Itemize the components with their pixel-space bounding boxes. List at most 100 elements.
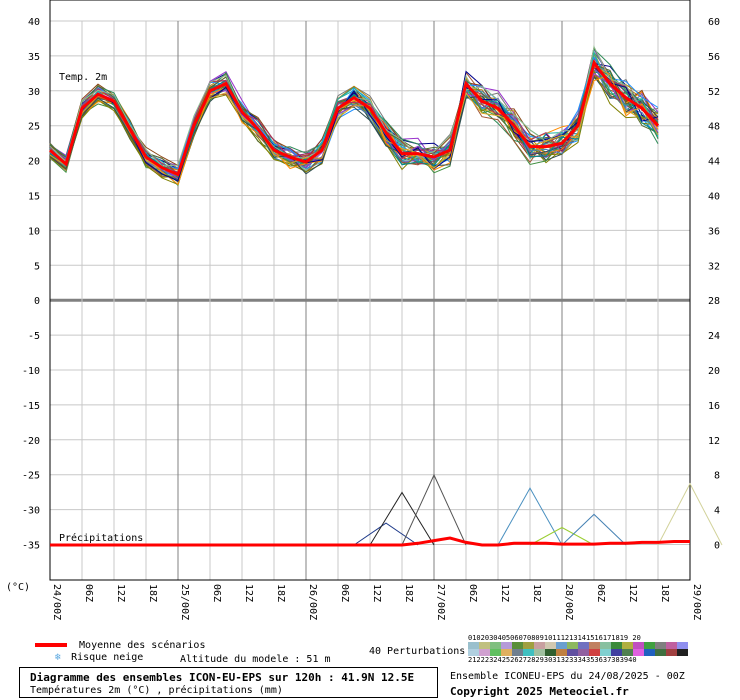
pert-swatch	[611, 649, 622, 656]
precip-spike	[401, 473, 467, 546]
x-tick-label: 28/00Z	[563, 584, 574, 620]
y-tick-label-left: -5	[28, 331, 40, 342]
member-line	[49, 61, 659, 181]
pert-swatch	[589, 649, 600, 656]
plot-frame	[49, 0, 691, 581]
perturbation-key: 01020304050607080910111213141516171819 2…	[468, 634, 690, 664]
member-line	[49, 62, 659, 187]
mean-precipitation-line	[50, 536, 690, 547]
y-tick-label-right: 36	[708, 226, 720, 237]
mean-label: Moyenne des scénarios	[79, 640, 206, 651]
y-tick-label-right: 52	[708, 87, 720, 98]
y-tick-label-right: 24	[708, 331, 720, 342]
pert-swatch	[512, 642, 523, 649]
pert-swatch	[534, 642, 545, 649]
pert-swatch	[523, 642, 534, 649]
member-line	[49, 61, 659, 178]
chart-subtitle: Températures 2m (°C) , précipitations (m…	[30, 685, 283, 696]
x-tick-label: 06Z	[83, 584, 94, 602]
member-line	[49, 57, 659, 178]
x-tick-label: 12Z	[371, 584, 382, 602]
pert-swatch	[600, 649, 611, 656]
pert-swatch	[578, 649, 589, 656]
chart-grid	[49, 20, 691, 580]
y-tick-label-left: 10	[28, 226, 40, 237]
pert-swatch	[545, 642, 556, 649]
pert-swatch	[677, 642, 688, 649]
pert-swatch	[468, 649, 479, 656]
pert-swatch	[655, 642, 666, 649]
y-tick-label-left: 5	[34, 261, 40, 272]
pert-swatch	[479, 642, 490, 649]
temp-series-label: Temp. 2m	[59, 72, 107, 83]
x-tick-label: 06Z	[339, 584, 350, 602]
pert-swatch	[655, 649, 666, 656]
member-line	[49, 54, 659, 179]
pert-swatch	[622, 649, 633, 656]
precip-spike	[369, 491, 435, 546]
y-tick-label-right: 32	[708, 261, 720, 272]
x-tick-label: 06Z	[595, 584, 606, 602]
member-line	[49, 65, 659, 182]
pert-swatch	[567, 642, 578, 649]
pert-numbers-bottom: 2122232425262728293031323334353637383940	[468, 656, 637, 664]
pert-swatch	[611, 642, 622, 649]
mean-temperature-line	[49, 59, 660, 177]
pert-swatch	[633, 642, 644, 649]
member-line	[49, 65, 659, 177]
mean-lines	[49, 59, 690, 547]
y-tick-label-right: 40	[708, 192, 720, 203]
pert-swatch	[600, 642, 611, 649]
y-tick-label-left: -30	[22, 506, 40, 517]
pert-swatch	[644, 642, 655, 649]
y-tick-label-left: 40	[28, 17, 40, 28]
y-tick-label-right: 8	[714, 471, 720, 482]
pert-swatch	[578, 642, 589, 649]
y-tick-label-left: 30	[28, 87, 40, 98]
pert-swatch	[567, 649, 578, 656]
pert-swatch	[468, 642, 479, 649]
pert-swatch	[644, 649, 655, 656]
pert-swatch	[545, 649, 556, 656]
x-tick-label: 12Z	[243, 584, 254, 602]
y-tick-label-left: -35	[22, 541, 40, 552]
ensemble-member-lines	[49, 45, 659, 187]
y-tick-label-right: 60	[708, 17, 720, 28]
pert-swatch	[556, 642, 567, 649]
member-line	[49, 64, 659, 183]
legend-mean: Moyenne des scénarios	[35, 640, 205, 651]
pert-swatch	[534, 649, 545, 656]
snowflake-icon: ❄	[55, 652, 62, 663]
x-tick-label: 12Z	[115, 584, 126, 602]
y-tick-label-left: 20	[28, 157, 40, 168]
chart-title: Diagramme des ensembles ICON-EU-EPS sur …	[30, 671, 415, 684]
x-tick-label: 18Z	[275, 584, 286, 602]
y-tick-label-left: 15	[28, 192, 40, 203]
altitude-label: Altitude du modele : 51 m	[180, 654, 331, 665]
pert-swatch	[490, 649, 501, 656]
pert-swatch	[490, 642, 501, 649]
y-tick-label-right: 56	[708, 52, 720, 63]
pert-swatch	[666, 642, 677, 649]
precip-spike	[529, 526, 595, 546]
x-tick-label: 06Z	[211, 584, 222, 602]
perturbations-label: 40 Perturbations	[369, 646, 466, 657]
pert-swatch	[556, 649, 567, 656]
x-tick-label: 12Z	[627, 584, 638, 602]
chart-axes	[49, 0, 691, 581]
pert-swatches-top	[468, 642, 690, 649]
member-line	[49, 54, 659, 178]
precip-series-label: Précipitations	[59, 532, 143, 544]
x-tick-label: 27/00Z	[435, 584, 446, 620]
precip-spike	[497, 487, 563, 546]
ensemble-label: Ensemble ICONEU-EPS du 24/08/2025 - 00Z	[450, 671, 685, 682]
pert-swatch	[666, 649, 677, 656]
legend-snow: ❄ Risque neige	[55, 652, 143, 663]
pert-swatch	[512, 649, 523, 656]
member-line	[49, 66, 659, 176]
precip-spike	[657, 482, 723, 546]
title-box: Diagramme des ensembles ICON-EU-EPS sur …	[19, 667, 438, 698]
copyright: Copyright 2025 Meteociel.fr	[450, 685, 629, 698]
pert-swatch	[523, 649, 534, 656]
